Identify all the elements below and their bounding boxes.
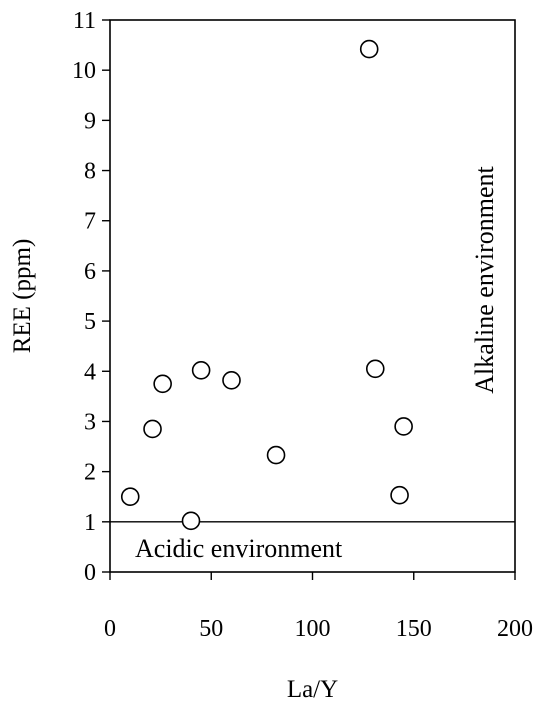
plot-frame [109,19,516,573]
y-tick-label: 11 [73,8,96,34]
data-point [222,371,241,390]
y-tick-label: 4 [84,359,96,385]
y-tick-label: 7 [84,209,96,235]
y-tick-label: 5 [84,309,96,335]
annotation-acidic-environment: Acidic environment [135,534,343,563]
x-tick-label: 0 [104,616,116,642]
y-tick-label: 1 [84,510,96,536]
y-tick-label: 6 [84,259,96,285]
x-tick-label: 200 [497,616,533,642]
data-point [390,485,409,505]
y-tick-label: 8 [84,159,96,185]
data-point [181,511,201,531]
y-tick-label: 10 [72,58,96,84]
annotation-alkaline-environment: Alkaline environment [470,166,499,394]
data-point [153,374,172,394]
data-point [143,419,162,439]
y-axis-title: REE (ppm) [9,239,36,354]
y-tick-label: 3 [84,409,96,435]
x-tick-label: 100 [295,616,331,642]
data-point [120,487,140,507]
x-tick-label: 50 [199,616,223,642]
data-point [359,39,379,59]
x-axis-title: La/Y [287,676,338,703]
axes: 0 1 2 3 4 5 6 7 8 9 10 11 0 50 100 150 200 [72,8,533,642]
x-tick-label: 150 [396,616,432,642]
y-tick-label: 9 [84,108,96,134]
y-tick-label: 0 [84,560,96,586]
data-point [191,360,211,380]
y-tick-label: 2 [84,460,96,486]
data-point [266,445,286,465]
data-point [365,359,385,379]
data-points [120,39,413,531]
data-point [394,417,413,436]
